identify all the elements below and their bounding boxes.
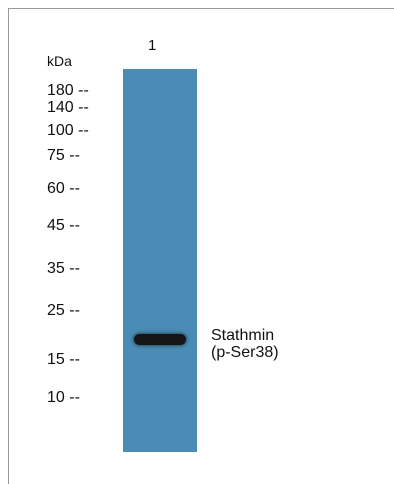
kda-unit-label: kDa [47, 53, 72, 69]
protein-band [134, 334, 186, 345]
blot-lane [123, 69, 197, 452]
marker-45: 45 -- [47, 217, 80, 234]
marker-35: 35 -- [47, 260, 80, 277]
marker-140: 140 -- [47, 99, 89, 116]
marker-60: 60 -- [47, 180, 80, 197]
frame-top-border [8, 8, 394, 9]
marker-25: 25 -- [47, 302, 80, 319]
marker-10: 10 -- [47, 389, 80, 406]
lane-number-label: 1 [148, 37, 157, 54]
frame-left-border [8, 8, 9, 484]
marker-100: 100 -- [47, 122, 89, 139]
marker-180: 180 -- [47, 82, 89, 99]
band-label-name: Stathmin [211, 327, 275, 344]
band-label: Stathmin (p-Ser38) [211, 327, 279, 361]
band-label-modification: (p-Ser38) [211, 344, 279, 361]
marker-75: 75 -- [47, 147, 80, 164]
marker-15: 15 -- [47, 351, 80, 368]
